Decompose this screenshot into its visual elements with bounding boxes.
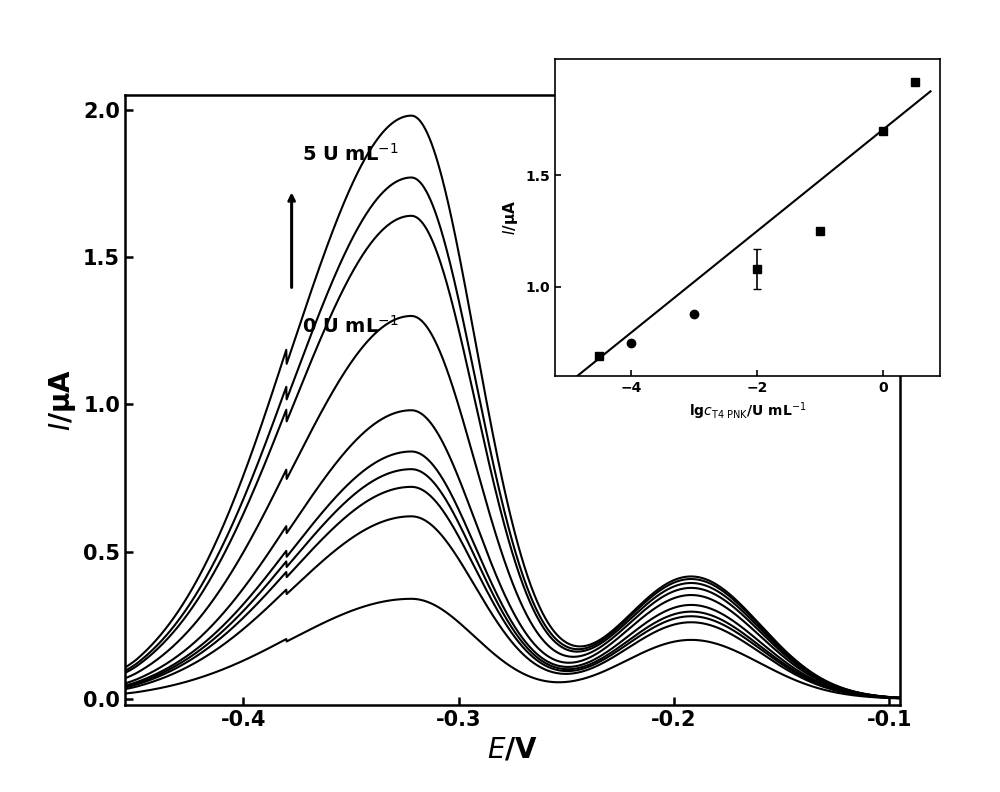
Y-axis label: $I$/μA: $I$/μA <box>501 200 520 235</box>
X-axis label: lg$c_\mathrm{T4\ PNK}$/U mL$^{-1}$: lg$c_\mathrm{T4\ PNK}$/U mL$^{-1}$ <box>689 401 806 422</box>
Text: 5 U mL$^{-1}$: 5 U mL$^{-1}$ <box>302 143 398 166</box>
Text: 0 U mL$^{-1}$: 0 U mL$^{-1}$ <box>302 314 398 337</box>
Y-axis label: $I$/μA: $I$/μA <box>47 369 78 431</box>
X-axis label: $E$/V: $E$/V <box>487 735 538 763</box>
